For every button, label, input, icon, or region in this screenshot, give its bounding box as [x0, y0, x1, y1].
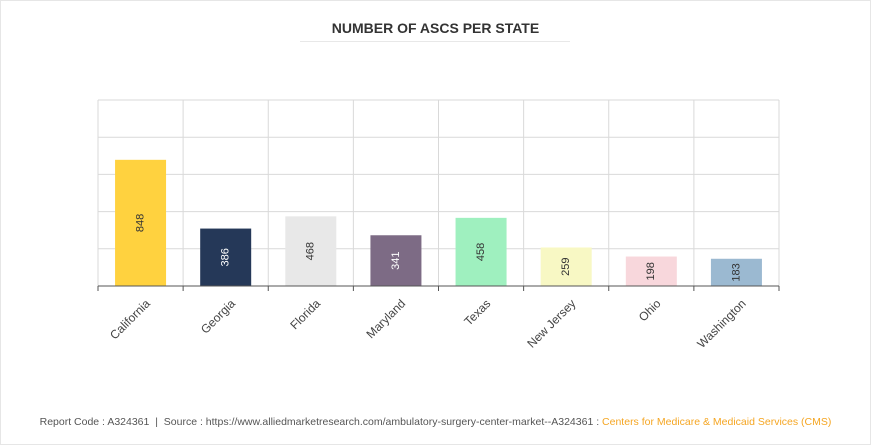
data-label: 458: [475, 243, 487, 261]
report-code: Report Code : A324361: [39, 416, 150, 428]
x-tick-label: Maryland: [363, 296, 408, 341]
bar-georgia: [200, 228, 252, 286]
footer-separator: |: [155, 416, 158, 428]
bar-washington: [710, 258, 762, 286]
x-tick-label: Texas: [461, 296, 493, 328]
x-tick-label: New Jersey: [524, 296, 578, 350]
data-label: 386: [220, 248, 232, 266]
data-label: 198: [645, 262, 657, 280]
bar-maryland: [370, 235, 422, 286]
data-label: 259: [560, 258, 572, 276]
source-link[interactable]: Centers for Medicare & Medicaid Services…: [602, 416, 832, 428]
footer: Report Code : A324361 | Source : https:/…: [0, 416, 871, 428]
bar-florida: [285, 216, 337, 286]
bar-texas: [455, 217, 507, 286]
data-label: 848: [134, 214, 146, 232]
x-tick-label: California: [107, 296, 153, 342]
bar-new-jersey: [540, 247, 592, 286]
data-label: 468: [305, 242, 317, 260]
title-underline: [300, 41, 570, 42]
bar-ohio: [625, 256, 677, 286]
x-tick-label: Florida: [287, 296, 323, 332]
bar-chart: 848 California 386 Georgia 468 Florida 341 Mary…: [97, 99, 780, 351]
x-tick-label: Washington: [694, 296, 748, 350]
chart-title: NUMBER OF ASCS PER STATE: [331, 20, 540, 36]
source-text: Source : https://www.alliedmarketresearc…: [163, 416, 600, 428]
x-tick-label: Georgia: [198, 296, 238, 336]
data-label: 183: [730, 263, 742, 281]
x-tick-label: Ohio: [636, 296, 664, 324]
bar-california: [115, 159, 167, 286]
data-label: 341: [390, 251, 402, 269]
